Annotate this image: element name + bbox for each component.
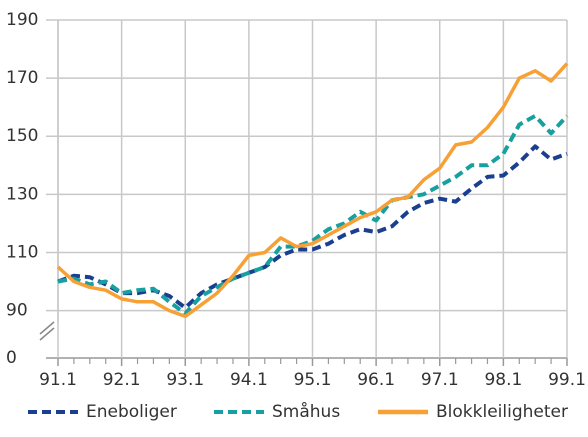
legend-label: Småhus	[272, 401, 340, 422]
axis-break	[39, 321, 55, 341]
x-tick-label: 91.1	[39, 370, 77, 390]
x-tick-label: 92.1	[103, 370, 141, 390]
series-line	[56, 62, 569, 319]
x-tick-label: 98.1	[484, 370, 522, 390]
x-tick-label: 97.1	[421, 370, 459, 390]
y-tick-label: 90	[6, 301, 28, 321]
y-tick-label: 150	[6, 126, 38, 146]
y-tick-label: 170	[6, 68, 38, 88]
x-tick-label: 96.1	[357, 370, 395, 390]
y-tick-label: 0	[6, 348, 17, 368]
x-tick-label: 99.1	[548, 370, 586, 390]
x-tick-label: 95.1	[294, 370, 332, 390]
series-line	[57, 144, 568, 310]
y-tick-label: 130	[6, 184, 38, 204]
legend-label: Eneboliger	[86, 402, 177, 422]
y-tick-label: 110	[6, 242, 38, 262]
legend-label: Blokkleiligheter	[436, 402, 568, 422]
x-tick-label: 94.1	[230, 370, 268, 390]
series-line	[57, 113, 569, 316]
x-tick-label: 93.1	[166, 370, 204, 390]
y-tick-label: 190	[6, 10, 38, 30]
